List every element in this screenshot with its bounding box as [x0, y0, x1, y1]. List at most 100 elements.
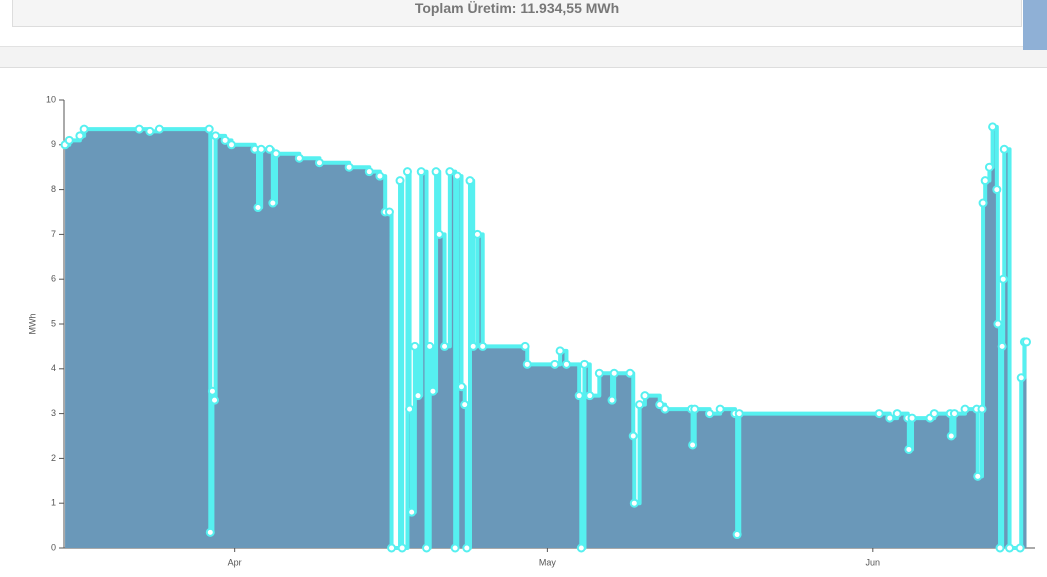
point	[1016, 373, 1026, 383]
point	[210, 395, 220, 405]
point	[585, 391, 595, 401]
y-tick-label: 7	[51, 229, 56, 239]
point	[416, 167, 426, 177]
point	[402, 167, 412, 177]
point	[522, 359, 532, 369]
point	[520, 341, 530, 351]
point	[1022, 337, 1032, 347]
point	[625, 368, 635, 378]
y-tick-label: 3	[51, 408, 56, 418]
point	[635, 400, 645, 410]
point	[949, 409, 959, 419]
point	[629, 498, 639, 508]
point	[256, 144, 266, 154]
point	[705, 409, 715, 419]
point	[607, 395, 617, 405]
point	[576, 543, 586, 553]
point	[690, 404, 700, 414]
y-tick-label: 1	[51, 498, 56, 508]
point	[205, 527, 215, 537]
point	[220, 135, 230, 145]
point	[688, 440, 698, 450]
point	[387, 543, 397, 553]
point	[1005, 543, 1015, 553]
y-tick-label: 2	[51, 453, 56, 463]
point	[405, 404, 415, 414]
point	[1015, 543, 1025, 553]
point	[154, 124, 164, 134]
point	[594, 368, 604, 378]
point	[460, 400, 470, 410]
point	[929, 409, 939, 419]
point	[207, 386, 217, 396]
point	[431, 167, 441, 177]
point	[472, 229, 482, 239]
point	[462, 543, 472, 553]
point	[874, 409, 884, 419]
x-tick-label: Jun	[866, 557, 881, 567]
point	[375, 171, 385, 181]
point	[999, 144, 1009, 154]
point	[628, 431, 638, 441]
point	[640, 391, 650, 401]
point	[407, 507, 417, 517]
point	[478, 341, 488, 351]
header: Toplam Üretim: 11.934,55 MWh	[0, 0, 1047, 47]
point	[79, 124, 89, 134]
point	[609, 368, 619, 378]
point	[384, 207, 394, 217]
point	[268, 198, 278, 208]
point	[395, 176, 405, 186]
point	[314, 158, 324, 168]
feedback-button[interactable]	[1023, 0, 1047, 50]
y-tick-label: 9	[51, 139, 56, 149]
point	[75, 131, 85, 141]
y-tick-label: 10	[46, 94, 56, 104]
point	[977, 404, 987, 414]
point	[555, 346, 565, 356]
total-production: Toplam Üretim: 11.934,55 MWh	[12, 0, 1022, 27]
point	[364, 167, 374, 177]
point	[885, 413, 895, 423]
point	[465, 176, 475, 186]
y-axis-label: MWh	[27, 314, 37, 335]
y-tick-label: 0	[51, 542, 56, 552]
point	[434, 229, 444, 239]
point	[993, 319, 1003, 329]
point	[145, 126, 155, 136]
point	[226, 140, 236, 150]
point	[450, 543, 460, 553]
point	[946, 431, 956, 441]
point	[734, 409, 744, 419]
point	[978, 198, 988, 208]
point	[457, 382, 467, 392]
point	[907, 413, 917, 423]
y-tick-label: 6	[51, 274, 56, 284]
point	[397, 543, 407, 553]
point	[984, 162, 994, 172]
point	[413, 391, 423, 401]
x-tick-label: Apr	[228, 557, 242, 567]
point	[344, 162, 354, 172]
point	[425, 341, 435, 351]
point	[715, 404, 725, 414]
point	[265, 144, 275, 154]
point	[660, 404, 670, 414]
point	[574, 391, 584, 401]
point	[995, 543, 1005, 553]
point	[271, 149, 281, 159]
point	[904, 444, 914, 454]
point	[988, 122, 998, 132]
point	[428, 386, 438, 396]
point	[732, 530, 742, 540]
point	[468, 341, 478, 351]
point	[253, 203, 263, 213]
point	[992, 185, 1002, 195]
point	[422, 543, 432, 553]
point	[294, 153, 304, 163]
point	[973, 471, 983, 481]
point	[452, 171, 462, 181]
point	[64, 135, 74, 145]
x-tick-label: May	[539, 557, 557, 567]
